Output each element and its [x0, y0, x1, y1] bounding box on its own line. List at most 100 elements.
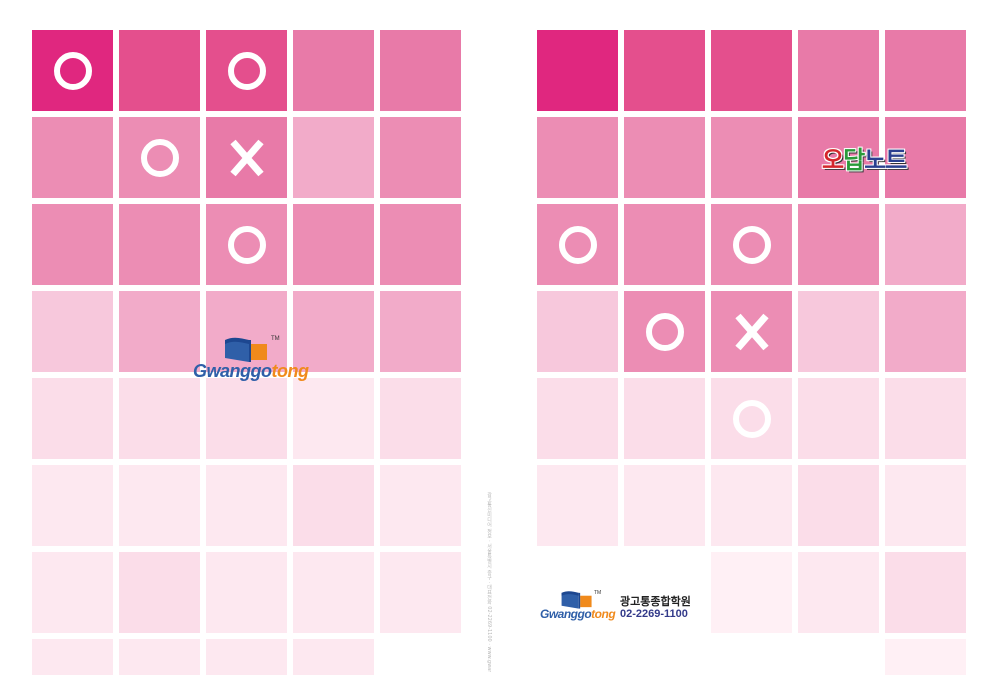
- back-cover-tile: [380, 291, 461, 372]
- back-cover-tile: [380, 117, 461, 198]
- front-cover-tile: [798, 465, 879, 546]
- back-cover-tile: [293, 552, 374, 633]
- circle-mark-icon: [206, 204, 287, 285]
- front-cover-tile: [798, 291, 879, 372]
- back-cover-tile: [293, 117, 374, 198]
- front-cover-tile: [798, 378, 879, 459]
- front-cover-tile: [711, 117, 792, 198]
- logo-text-gwanggo: Gwanggo: [540, 607, 592, 621]
- back-cover-tile: [119, 291, 200, 372]
- back-cover-tile: [206, 639, 287, 675]
- front-cover-tile: [537, 117, 618, 198]
- front-cover-tile: [624, 117, 705, 198]
- back-cover-tile: [206, 204, 287, 285]
- front-cover-tile: [711, 639, 792, 675]
- front-cover-tile: [711, 465, 792, 546]
- back-cover-tile: [206, 117, 287, 198]
- back-cover-tile: [380, 378, 461, 459]
- front-cover-tile: [624, 204, 705, 285]
- front-cover: [537, 0, 987, 698]
- title-char-o: 오: [822, 146, 844, 174]
- back-cover-tile: [293, 378, 374, 459]
- front-cover-tile: [537, 639, 618, 675]
- back-cover-tile: [293, 30, 374, 111]
- back-cover-tile: [293, 465, 374, 546]
- trademark-small: TM: [594, 590, 602, 596]
- back-cover-tile: [32, 465, 113, 546]
- front-cover-tile: [624, 30, 705, 111]
- gwanggotong-logo-small: TM Gwanggotong: [540, 590, 620, 624]
- front-cover-tile: [711, 204, 792, 285]
- front-cover-tile: [885, 639, 966, 675]
- logo-wordmark: Gwanggotong: [193, 361, 309, 382]
- flag-icon-small: [561, 591, 592, 609]
- front-cover-tile: [537, 291, 618, 372]
- circle-mark-icon: [624, 291, 705, 372]
- front-cover-tile: [885, 117, 966, 198]
- circle-mark-icon: [711, 378, 792, 459]
- gwanggotong-logo: TM Gwanggotong: [193, 336, 309, 384]
- front-cover-tile: [537, 378, 618, 459]
- logo-text-gwanggo: Gwanggo: [193, 361, 272, 381]
- front-cover-tile: [711, 378, 792, 459]
- front-cover-tile: [885, 30, 966, 111]
- back-cover: [32, 0, 482, 698]
- title-char-note: 노트: [864, 146, 907, 174]
- back-cover-tile: [119, 639, 200, 675]
- back-cover-tile: [380, 30, 461, 111]
- circle-mark-icon: [711, 204, 792, 285]
- back-cover-tile: [32, 204, 113, 285]
- front-cover-tile: [885, 204, 966, 285]
- back-cover-tile: [32, 291, 113, 372]
- back-cover-tile: [32, 30, 113, 111]
- back-cover-tile: [206, 465, 287, 546]
- front-cover-tile: [885, 552, 966, 633]
- back-cover-tile: [206, 378, 287, 459]
- back-cover-tile: [206, 30, 287, 111]
- front-cover-tile: [711, 552, 792, 633]
- front-cover-tile: [798, 639, 879, 675]
- front-cover-tile: [885, 378, 966, 459]
- back-cover-tile: [380, 552, 461, 633]
- school-phone: 02-2269-1100: [620, 608, 688, 620]
- circle-mark-icon: [32, 30, 113, 111]
- back-cover-tile: [293, 291, 374, 372]
- trademark: TM: [271, 336, 280, 342]
- front-cover-tile: [798, 30, 879, 111]
- front-cover-tile: [624, 291, 705, 372]
- logo-text-tong: tong: [591, 607, 616, 621]
- front-cover-tile: [537, 204, 618, 285]
- back-cover-tile: [119, 378, 200, 459]
- cross-mark-icon: [711, 291, 792, 372]
- front-cover-tile: [798, 552, 879, 633]
- front-cover-tile: [798, 204, 879, 285]
- back-cover-tile: [32, 552, 113, 633]
- circle-mark-icon: [119, 117, 200, 198]
- school-name: 광고통종합학원: [620, 595, 691, 608]
- circle-mark-icon: [206, 30, 287, 111]
- title-odap-note: 오답노트: [822, 140, 907, 175]
- back-cover-tile: [119, 552, 200, 633]
- back-cover-tile: [380, 465, 461, 546]
- spine-text: 광고통신미디어 정보 · 서울특별시 중구 · 대표전화 02-2269-110…: [486, 492, 492, 672]
- front-cover-tile: [537, 30, 618, 111]
- front-cover-tile: [537, 465, 618, 546]
- back-cover-tile: [380, 639, 461, 675]
- back-cover-tile: [119, 117, 200, 198]
- front-cover-tile: [798, 117, 879, 198]
- back-cover-tile: [119, 30, 200, 111]
- front-cover-tile: [885, 291, 966, 372]
- back-cover-tile: [293, 204, 374, 285]
- logo-text-tong: tong: [271, 361, 309, 381]
- front-cover-tile: [711, 30, 792, 111]
- back-cover-tile: [119, 204, 200, 285]
- front-cover-tile: [624, 378, 705, 459]
- back-cover-tile: [32, 378, 113, 459]
- back-cover-tile: [380, 204, 461, 285]
- back-cover-tile: [32, 117, 113, 198]
- flag-icon: [225, 337, 267, 362]
- cross-mark-icon: [206, 117, 287, 198]
- title-char-dap: 답: [843, 146, 865, 174]
- circle-mark-icon: [537, 204, 618, 285]
- back-cover-tile: [206, 552, 287, 633]
